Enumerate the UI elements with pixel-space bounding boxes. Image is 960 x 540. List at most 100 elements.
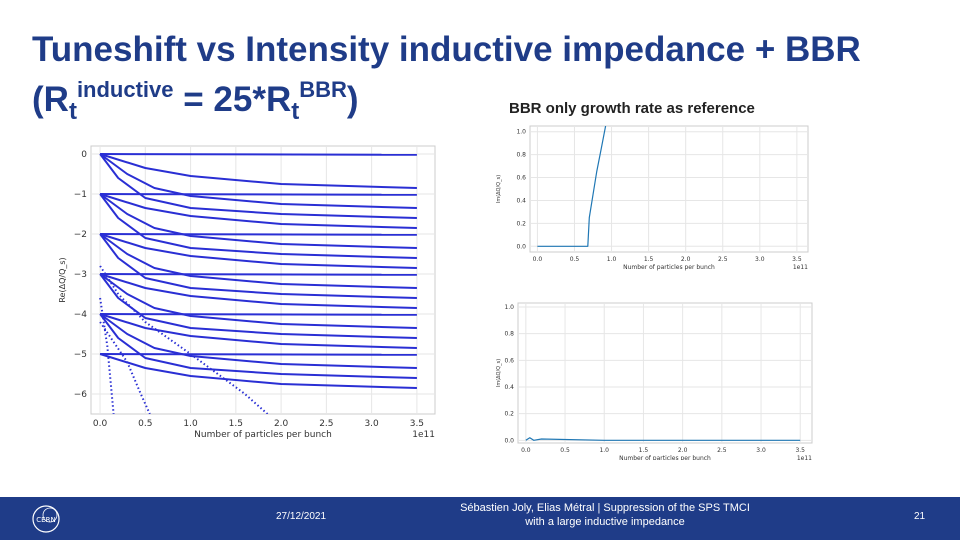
series-line-m-1-b (99, 193, 417, 229)
plot-area (517, 302, 813, 444)
series-line-m-3-a (100, 273, 417, 276)
x-tick-label: 1.5 (644, 256, 654, 263)
y-tick-label: 0.2 (504, 411, 514, 418)
x-tick-label: 2.5 (717, 447, 727, 454)
y-tick-label: −4 (74, 310, 88, 320)
y-axis-label: Re(ΔQ/Q_s) (58, 257, 67, 302)
series-line-m-5-a (100, 353, 417, 356)
series-line-m0-b (99, 153, 417, 189)
footer-date: 27/12/2021 (276, 511, 327, 522)
x-tick-label: 2.5 (319, 419, 333, 429)
series-line-m-4-c (99, 313, 417, 369)
series-line-m-2-a (100, 233, 417, 236)
series-line-m-2-b (99, 233, 417, 269)
x-offset-label: 1e11 (797, 455, 812, 460)
footer-authors-line-2: with a large inductive impedance (525, 516, 685, 528)
footer-authors: Sébastien Joly, Elias Métral | Suppressi… (440, 501, 770, 529)
slide-title: Tuneshift vs Intensity inductive impedan… (32, 30, 861, 132)
title-close: ) (346, 80, 359, 119)
series-line-dive-1 (99, 265, 269, 414)
y-tick-label: 0.6 (504, 357, 514, 364)
series-line-dive-2 (99, 321, 151, 414)
series-group (537, 126, 607, 247)
x-axis-label: Number of particles per bunch (194, 430, 332, 440)
cern-logo-text: CERN (36, 516, 55, 524)
cern-logo: CERN (32, 505, 60, 533)
title-sup-2: BBR (299, 77, 347, 102)
x-tick-label: 2.5 (718, 256, 728, 263)
y-tick-label: 0 (81, 150, 87, 160)
x-tick-label: 3.5 (795, 447, 805, 454)
y-tick-label: −6 (74, 390, 88, 400)
x-tick-label: 1.5 (639, 447, 649, 454)
series-line-m-3-c (99, 273, 417, 329)
title-open: (R (32, 80, 69, 119)
series-group (525, 437, 801, 441)
x-tick-label: 2.0 (678, 447, 688, 454)
x-axis-label: Number of particles per bunch (623, 264, 715, 271)
x-tick-label: 0.0 (93, 419, 108, 429)
x-tick-label: 1.0 (183, 419, 198, 429)
y-tick-label: 0.0 (504, 437, 514, 444)
reference-label: BBR only growth rate as reference (509, 100, 755, 117)
y-tick-label: −5 (74, 350, 87, 360)
series-line-m0-a (100, 153, 417, 156)
y-tick-label: −3 (74, 270, 87, 280)
x-tick-label: 3.0 (755, 256, 765, 263)
y-axis-label: Im(ΔQ/Q_s) (496, 359, 502, 387)
page-number: 21 (914, 511, 926, 522)
y-tick-label: 0.2 (516, 220, 526, 227)
x-tick-label: 0.5 (138, 419, 152, 429)
tuneshift-chart: 0.0 0.5 1.0 1.5 2.0 2.5 3.0 3.5 0 −1 −2 −3 −4 −5 −6 Num… (58, 145, 436, 440)
series-line-m-4-a (100, 313, 417, 316)
series-line-m-1-a (100, 193, 417, 196)
x-offset-label: 1e11 (793, 264, 808, 271)
x-tick-label: 3.0 (756, 447, 766, 454)
series-line-growth (525, 437, 801, 441)
series-line-m-2-d (99, 233, 417, 299)
x-axis-label: Number of particles per bunch (619, 455, 711, 460)
series-line-m0-c (99, 153, 417, 209)
x-offset-label: 1e11 (412, 430, 435, 440)
y-tick-label: −2 (74, 230, 87, 240)
x-tick-label: 3.0 (364, 419, 379, 429)
title-line-1: Tuneshift vs Intensity inductive impedan… (32, 30, 861, 69)
y-tick-label: 1.0 (516, 129, 526, 136)
y-tick-label: 0.8 (516, 152, 526, 159)
title-mid: = 25*R (173, 80, 292, 119)
x-tick-label: 1.0 (607, 256, 617, 263)
x-tick-label: 1.0 (599, 447, 609, 454)
y-tick-label: 0.4 (516, 197, 526, 204)
footer-authors-line-1: Sébastien Joly, Elias Métral | Suppressi… (460, 502, 750, 514)
y-tick-label: 0.4 (504, 384, 514, 391)
x-tick-label: 2.0 (681, 256, 691, 263)
growth-rate-chart-bottom: 0.0 0.5 1.0 1.5 2.0 2.5 3.0 3.5 0.0 0.2 0.4 0.6 0.8 1… (496, 302, 813, 460)
x-tick-label: 1.5 (229, 419, 243, 429)
y-tick-label: 0.6 (516, 175, 526, 182)
y-tick-label: 0.0 (516, 243, 526, 250)
y-axis-label: Im(ΔQ/Q_s) (496, 175, 502, 203)
x-tick-label: 0.0 (533, 256, 543, 263)
series-line-dive-3 (99, 297, 115, 414)
x-tick-label: 2.0 (274, 419, 289, 429)
series-line-m-5-b (99, 353, 417, 389)
series-group (99, 153, 417, 414)
series-line-growth (537, 126, 607, 247)
title-sub-1: t (68, 98, 77, 125)
series-line-m-3-d (99, 273, 417, 339)
growth-rate-chart-top: 0.0 0.5 1.0 1.5 2.0 2.5 3.0 3.5 0.0 0.2 0.4 0.6 0.8 1… (496, 125, 809, 271)
x-tick-label: 3.5 (410, 419, 424, 429)
y-tick-label: 1.0 (504, 304, 514, 311)
series-line-m-4-d (99, 313, 417, 379)
y-tick-label: 0.8 (504, 331, 514, 338)
title-sub-2: t (291, 98, 300, 125)
series-line-m-1-c (99, 193, 417, 249)
x-tick-label: 0.5 (570, 256, 580, 263)
title-sup-1: inductive (76, 77, 174, 102)
x-tick-label: 0.0 (521, 447, 531, 454)
series-line-m-3-b (99, 273, 417, 309)
x-tick-label: 0.5 (560, 447, 570, 454)
series-line-m-4-b (99, 313, 417, 349)
series-line-m0-d (99, 153, 417, 219)
plot-area (529, 125, 809, 253)
